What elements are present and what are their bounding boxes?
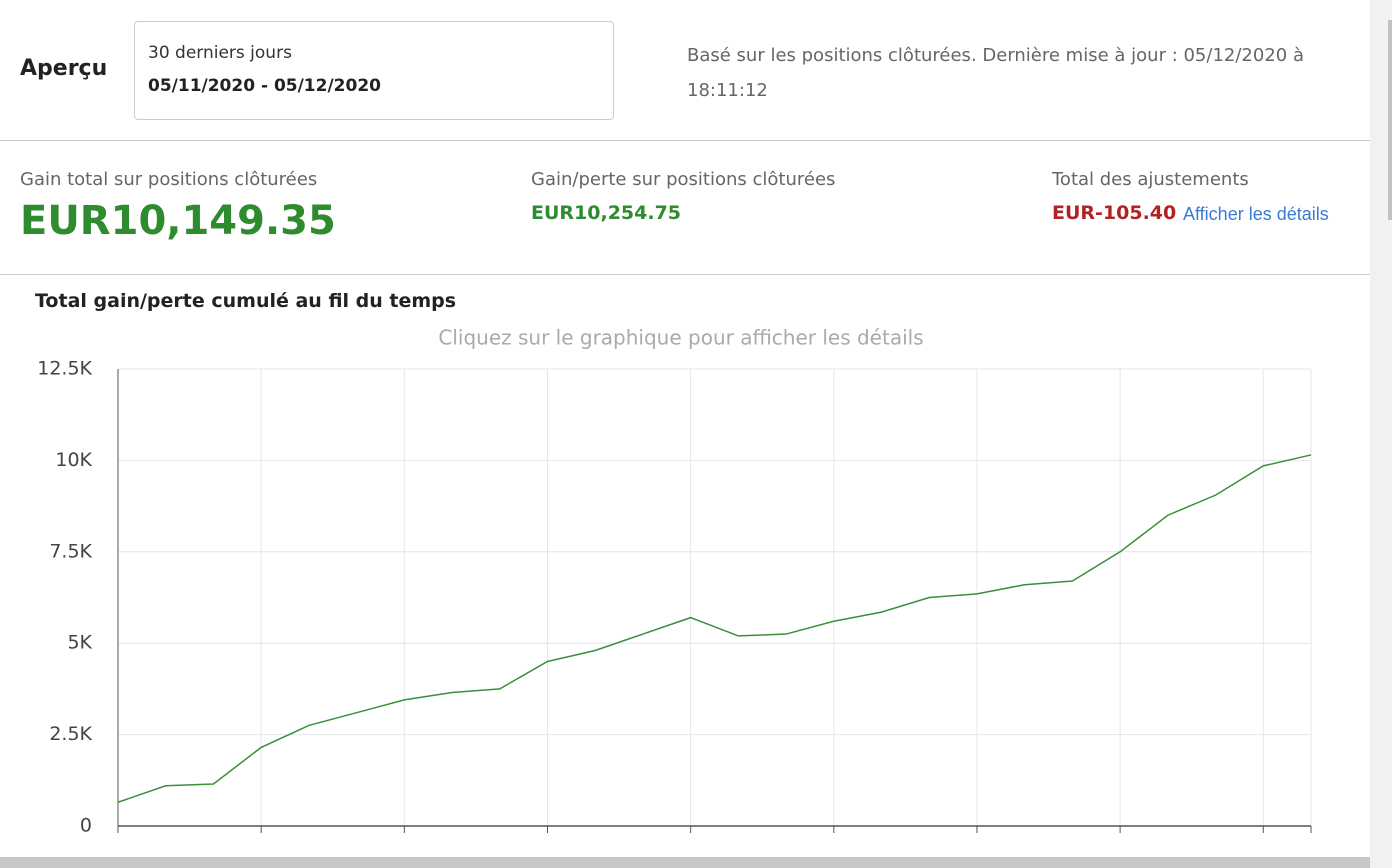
chart[interactable]: Cliquez sur le graphique pour afficher l… <box>0 0 1370 856</box>
update-note: Basé sur les positions clôturées. Derniè… <box>687 45 1304 101</box>
scrollbar-thumb[interactable] <box>1388 20 1392 220</box>
stat-value: EUR10,149.35 <box>20 198 336 244</box>
period-selector[interactable] <box>134 21 614 120</box>
stat-label: Gain total sur positions clôturées <box>20 169 318 190</box>
stat-label: Total des ajustements <box>1052 169 1249 190</box>
y-tick-label: 10K <box>55 449 92 471</box>
stat-value: EUR10,254.75 <box>531 202 682 224</box>
period-range: 05/11/2020 - 05/12/2020 <box>148 76 381 96</box>
details-link[interactable]: Afficher les détails <box>1183 204 1329 224</box>
y-tick-label: 12.5K <box>37 358 92 380</box>
y-tick-label: 2.5K <box>49 723 92 745</box>
chart-title: Total gain/perte cumulé au fil du temps <box>35 290 457 312</box>
divider <box>0 140 1370 141</box>
period-label: 30 derniers jours <box>148 43 292 63</box>
y-tick-label: 7.5K <box>49 540 92 562</box>
scrollbar[interactable] <box>1370 0 1392 868</box>
y-tick-label: 0 <box>80 815 92 837</box>
divider <box>0 274 1370 275</box>
page-title: Aperçu <box>20 56 108 81</box>
stat-label: Gain/perte sur positions clôturées <box>531 169 836 190</box>
line <box>117 454 1312 803</box>
scrollbar[interactable] <box>0 857 1370 868</box>
y-tick-label: 5K <box>67 632 92 654</box>
chart-subtitle: Cliquez sur le graphique pour afficher l… <box>438 326 923 350</box>
stat-value: EUR-105.40 <box>1052 202 1177 224</box>
